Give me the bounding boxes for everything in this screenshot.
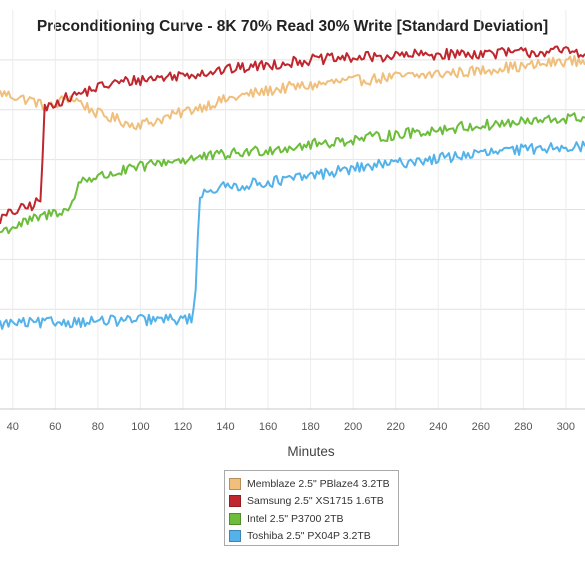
x-tick-label: 40 <box>7 421 19 433</box>
series-line-1 <box>0 55 585 131</box>
legend-label: Memblaze 2.5" PBlaze4 3.2TB <box>247 477 390 490</box>
x-tick-label: 180 <box>301 421 319 433</box>
x-tick-label: 220 <box>386 421 404 433</box>
x-tick-label: 240 <box>429 421 447 433</box>
legend-label: Samsung 2.5" XS1715 1.6TB <box>247 495 384 508</box>
series-line-4 <box>0 140 585 330</box>
legend-swatch <box>229 512 241 525</box>
x-axis-label: Minutes <box>287 444 335 459</box>
legend-label: Intel 2.5" P3700 2TB <box>247 512 344 525</box>
series-layer <box>0 45 585 330</box>
x-tick-label: 200 <box>344 421 362 433</box>
legend-item[interactable]: Memblaze 2.5" PBlaze4 3.2TB <box>229 475 398 493</box>
x-tick-label: 80 <box>92 421 104 433</box>
legend-item[interactable]: Intel 2.5" P3700 2TB <box>229 510 398 528</box>
chart-title: Preconditioning Curve - 8K 70% Read 30% … <box>36 18 549 35</box>
legend-swatch <box>229 495 241 508</box>
x-tick-label: 60 <box>49 421 61 433</box>
legend: Memblaze 2.5" PBlaze4 3.2TB Samsung 2.5" … <box>224 470 399 546</box>
legend-item[interactable]: Samsung 2.5" XS1715 1.6TB <box>229 493 398 511</box>
grid-layer <box>0 10 585 410</box>
x-tick-label: 280 <box>514 421 532 433</box>
legend-label: Toshiba 2.5" PX04P 3.2TB <box>247 530 371 543</box>
x-tick-label: 260 <box>472 421 490 433</box>
legend-item[interactable]: Toshiba 2.5" PX04P 3.2TB <box>229 528 398 546</box>
series-line-3 <box>0 112 585 235</box>
x-tick-label: 140 <box>216 421 234 433</box>
x-tick-label: 160 <box>259 421 277 433</box>
x-tick-label: 120 <box>174 421 192 433</box>
x-tick-label: 100 <box>131 421 149 433</box>
x-tick-labels: 40 60 80 100 120 140 160 180 200 220 240 260 280 300 <box>7 421 575 433</box>
x-tick-label: 300 <box>557 421 575 433</box>
series-line-2 <box>0 45 585 225</box>
legend-swatch <box>229 477 241 490</box>
legend-swatch <box>229 530 241 543</box>
